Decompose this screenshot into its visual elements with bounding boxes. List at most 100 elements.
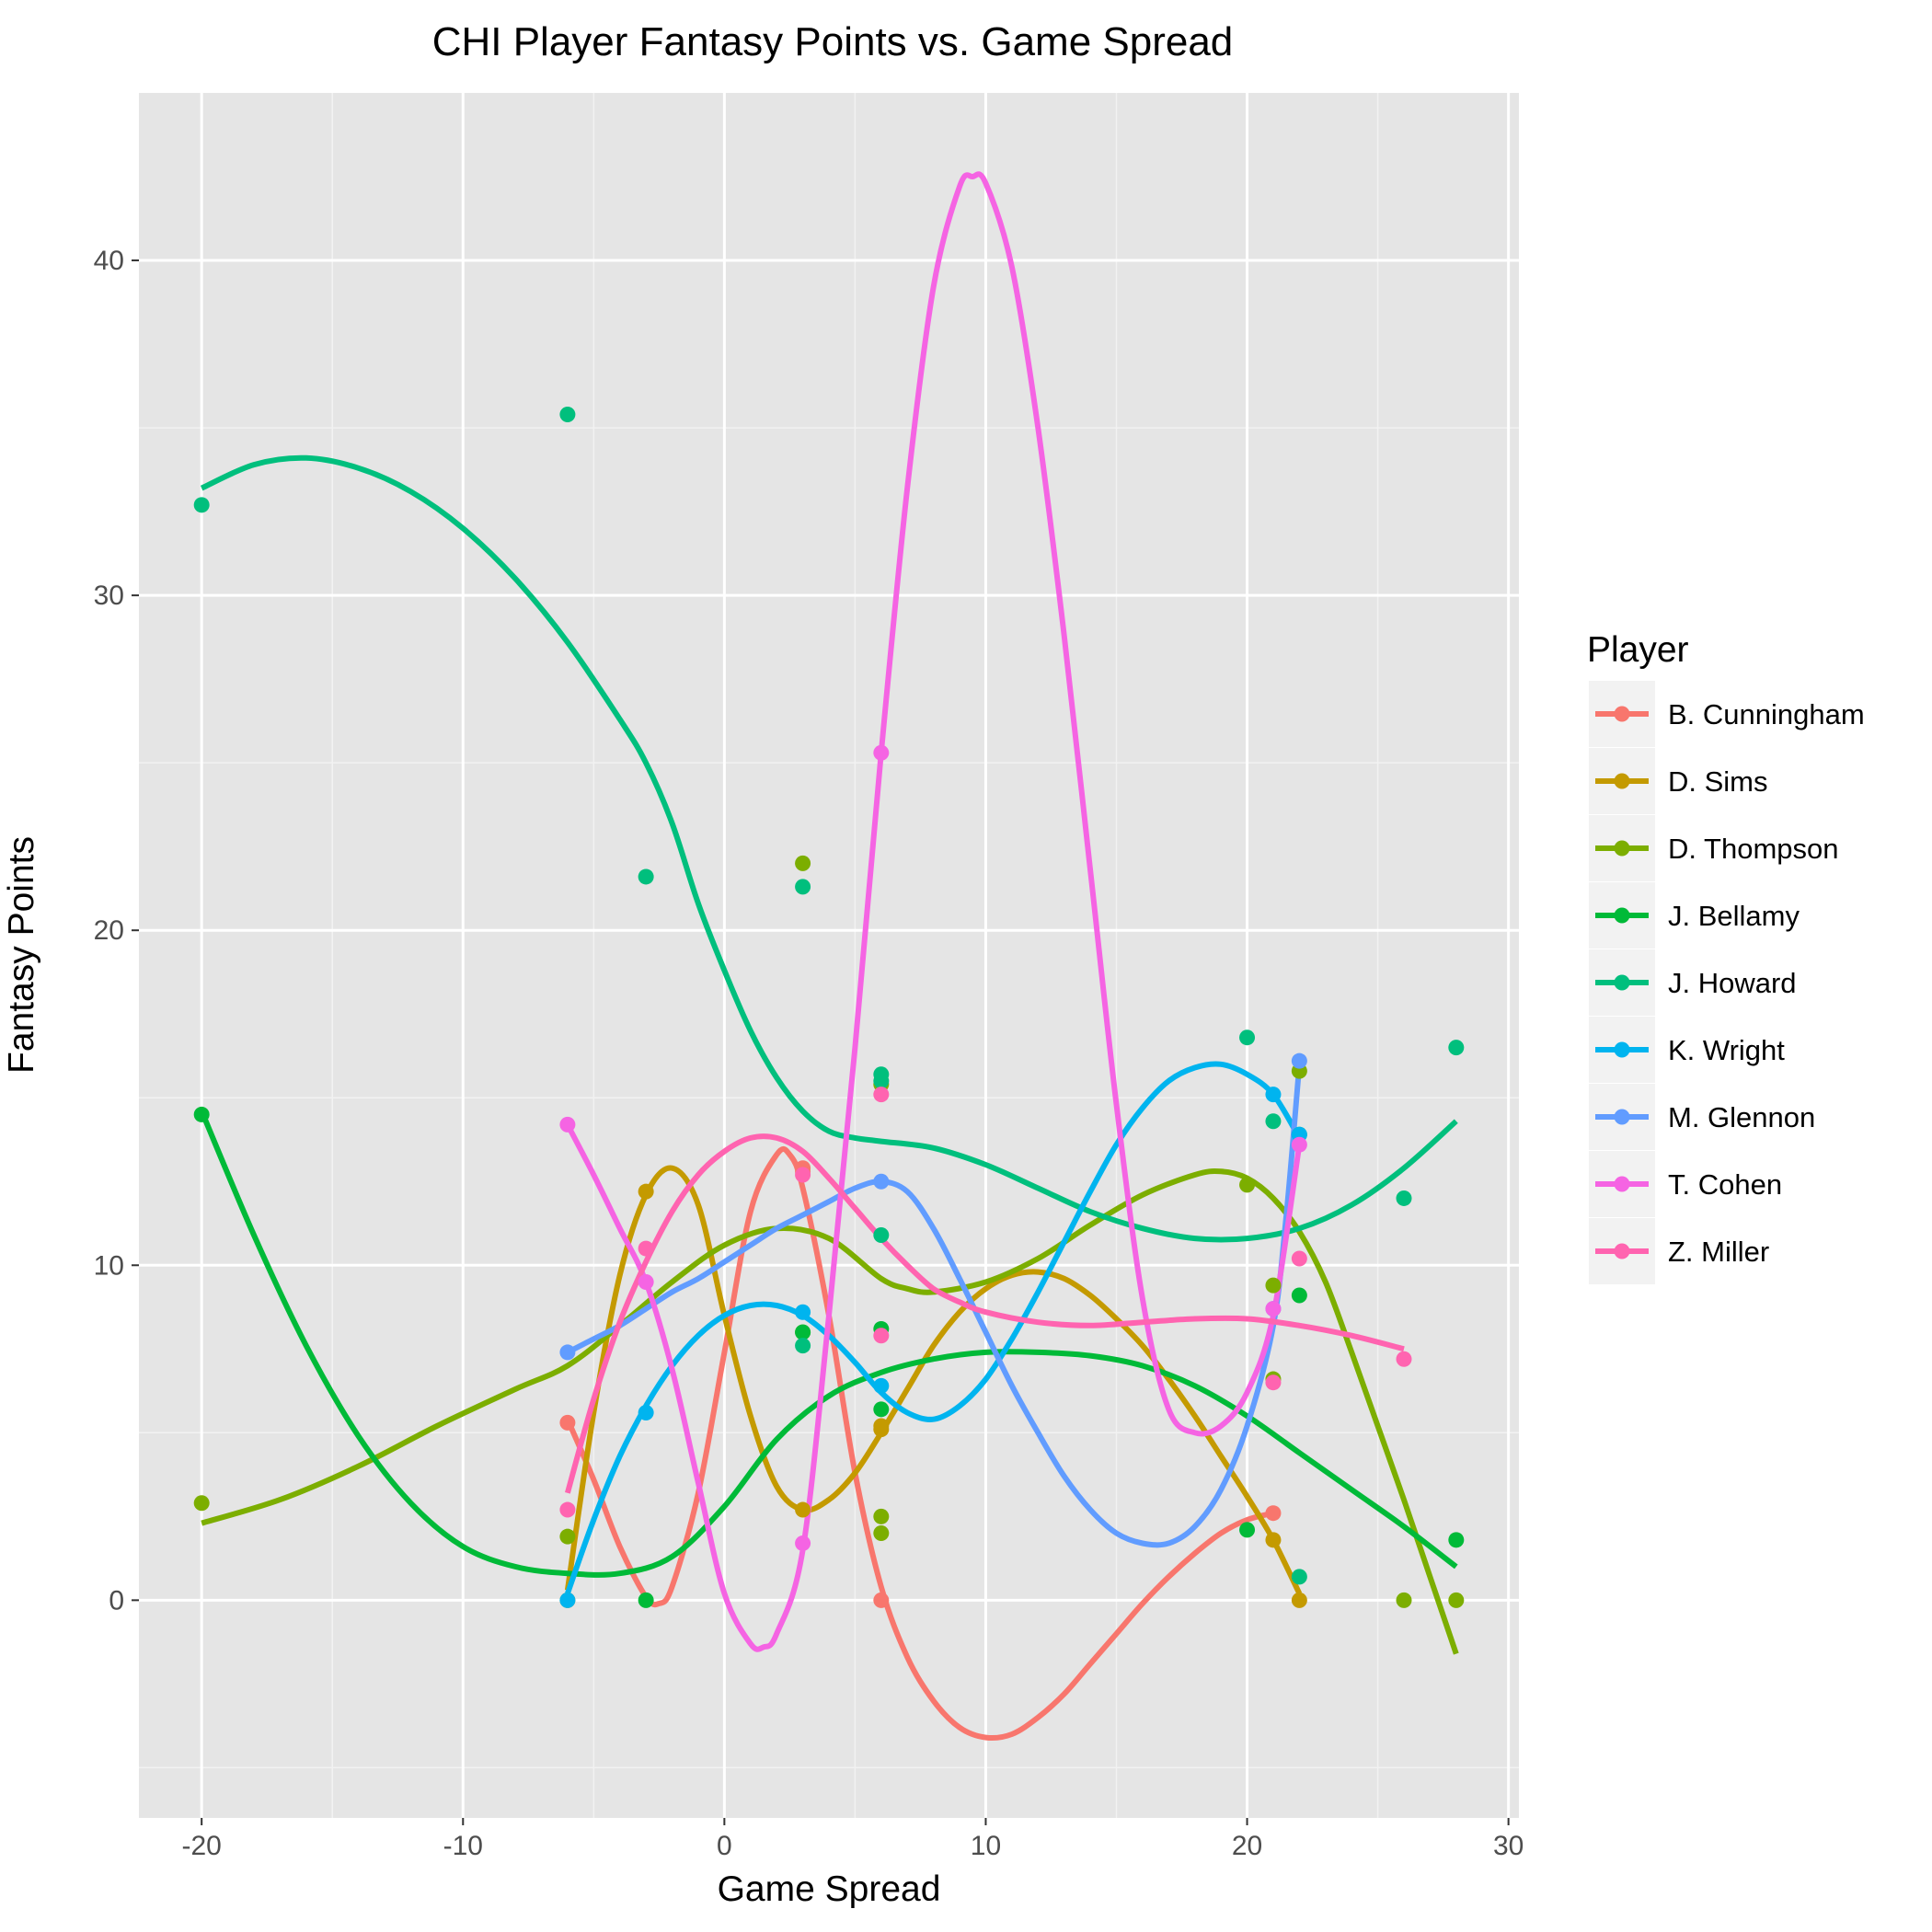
legend-key-point bbox=[1614, 907, 1630, 924]
data-point-d-thompson bbox=[795, 855, 811, 871]
legend-item: Z. Miller bbox=[1589, 1218, 1769, 1284]
data-point-t-cohen bbox=[638, 1273, 654, 1290]
legend-item: K. Wright bbox=[1589, 1017, 1785, 1083]
legend-item: T. Cohen bbox=[1589, 1151, 1782, 1217]
legend-key-point bbox=[1614, 706, 1630, 722]
data-point-t-cohen bbox=[559, 1116, 576, 1133]
legend-label: J. Bellamy bbox=[1668, 900, 1800, 932]
series-curve-k-wright bbox=[565, 1061, 1302, 1595]
data-point-t-cohen bbox=[1291, 1136, 1307, 1153]
data-point-d-thompson bbox=[1396, 1592, 1412, 1608]
legend-label: M. Glennon bbox=[1668, 1101, 1815, 1133]
legend-label: Z. Miller bbox=[1668, 1236, 1769, 1268]
data-points bbox=[193, 407, 1465, 1608]
data-point-b-cunningham bbox=[873, 1592, 890, 1608]
data-point-t-cohen bbox=[795, 1535, 811, 1551]
legend-key-point bbox=[1614, 1243, 1630, 1259]
data-point-b-cunningham bbox=[559, 1414, 576, 1431]
data-point-d-sims bbox=[1291, 1592, 1307, 1608]
data-point-z-miller bbox=[559, 1501, 576, 1518]
data-point-j-howard bbox=[193, 497, 210, 513]
series-curve-m-glennon bbox=[566, 1064, 1303, 1548]
chart-title: CHI Player Fantasy Points vs. Game Sprea… bbox=[432, 19, 1234, 64]
series-curve-t-cohen bbox=[565, 171, 1303, 1652]
x-axis-title: Game Spread bbox=[718, 1869, 941, 1909]
data-point-d-thompson bbox=[873, 1508, 890, 1524]
data-point-j-bellamy bbox=[1448, 1532, 1465, 1548]
x-tick-label: 30 bbox=[1493, 1831, 1524, 1861]
data-point-j-bellamy bbox=[193, 1106, 210, 1122]
y-tick-label: 40 bbox=[94, 246, 124, 276]
data-point-t-cohen bbox=[1265, 1301, 1282, 1317]
data-point-t-cohen bbox=[873, 744, 890, 761]
data-point-j-bellamy bbox=[638, 1592, 654, 1608]
plot-panel bbox=[139, 93, 1519, 1818]
data-point-z-miller bbox=[1265, 1374, 1282, 1391]
data-point-j-bellamy bbox=[873, 1401, 890, 1418]
data-point-z-miller bbox=[638, 1240, 654, 1257]
data-point-m-glennon bbox=[559, 1344, 576, 1361]
legend-items: B. Cunningham D. Sims D. Thompson J. Bellam… bbox=[1589, 681, 1865, 1284]
data-point-j-bellamy bbox=[1239, 1522, 1256, 1538]
legend-item: J. Bellamy bbox=[1589, 882, 1800, 949]
grid-minor bbox=[139, 93, 1519, 1818]
series-curve-j-howard bbox=[200, 454, 1458, 1243]
data-point-z-miller bbox=[795, 1167, 811, 1183]
legend-item: M. Glennon bbox=[1589, 1084, 1815, 1150]
legend: Player B. Cunningham D. Sims D. Thompson J.… bbox=[1587, 630, 1865, 1284]
data-point-j-howard bbox=[1239, 1029, 1256, 1046]
data-point-m-glennon bbox=[1291, 1052, 1307, 1069]
data-point-j-howard bbox=[795, 1338, 811, 1354]
legend-label: B. Cunningham bbox=[1668, 698, 1865, 730]
data-point-j-howard bbox=[795, 879, 811, 895]
data-point-k-wright bbox=[638, 1404, 654, 1420]
x-tick-label: -10 bbox=[443, 1831, 483, 1861]
data-point-j-howard bbox=[1448, 1040, 1465, 1056]
data-point-k-wright bbox=[559, 1592, 576, 1608]
legend-key-point bbox=[1614, 840, 1630, 857]
legend-key-point bbox=[1614, 1109, 1630, 1125]
y-axis-title: Fantasy Points bbox=[2, 836, 41, 1074]
legend-item: D. Thompson bbox=[1589, 815, 1839, 881]
data-point-d-sims bbox=[1265, 1532, 1282, 1548]
y-axis: 0 10 20 30 40 bbox=[94, 246, 139, 1616]
legend-label: D. Sims bbox=[1668, 765, 1768, 798]
x-axis: -20 -10 0 10 20 30 bbox=[182, 1818, 1524, 1861]
data-point-j-howard bbox=[1291, 1569, 1307, 1585]
y-tick-label: 20 bbox=[94, 915, 124, 946]
legend-key-point bbox=[1614, 1176, 1630, 1192]
data-point-d-thompson bbox=[1265, 1277, 1282, 1294]
data-point-d-sims bbox=[795, 1501, 811, 1518]
data-point-d-thompson bbox=[559, 1528, 576, 1545]
data-point-d-sims bbox=[873, 1418, 890, 1434]
legend-key-point bbox=[1614, 1041, 1630, 1058]
x-tick-label: 0 bbox=[717, 1831, 732, 1861]
data-point-j-howard bbox=[873, 1227, 890, 1244]
legend-key-point bbox=[1614, 974, 1630, 991]
y-tick-label: 0 bbox=[109, 1585, 124, 1616]
series-curve-d-sims bbox=[564, 1165, 1303, 1595]
series-curve-d-thompson bbox=[201, 1168, 1459, 1655]
x-tick-label: 20 bbox=[1232, 1831, 1262, 1861]
legend-key-point bbox=[1614, 773, 1630, 789]
data-point-z-miller bbox=[1396, 1351, 1412, 1367]
data-point-d-sims bbox=[638, 1183, 654, 1200]
data-point-k-wright bbox=[873, 1377, 890, 1394]
legend-title: Player bbox=[1587, 630, 1689, 670]
data-point-k-wright bbox=[795, 1304, 811, 1320]
legend-label: T. Cohen bbox=[1668, 1168, 1782, 1201]
legend-label: D. Thompson bbox=[1668, 833, 1839, 865]
data-point-k-wright bbox=[1265, 1087, 1282, 1103]
data-point-z-miller bbox=[1291, 1250, 1307, 1267]
series-curve-b-cunningham bbox=[565, 1145, 1274, 1742]
data-point-j-howard bbox=[1265, 1113, 1282, 1130]
data-point-d-thompson bbox=[873, 1525, 890, 1542]
legend-item: D. Sims bbox=[1589, 748, 1768, 814]
data-point-j-howard bbox=[1396, 1190, 1412, 1206]
data-point-d-thompson bbox=[193, 1495, 210, 1512]
x-tick-label: 10 bbox=[971, 1831, 1001, 1861]
data-point-j-howard bbox=[638, 868, 654, 885]
data-point-z-miller bbox=[873, 1328, 890, 1344]
data-point-j-howard bbox=[559, 407, 576, 423]
